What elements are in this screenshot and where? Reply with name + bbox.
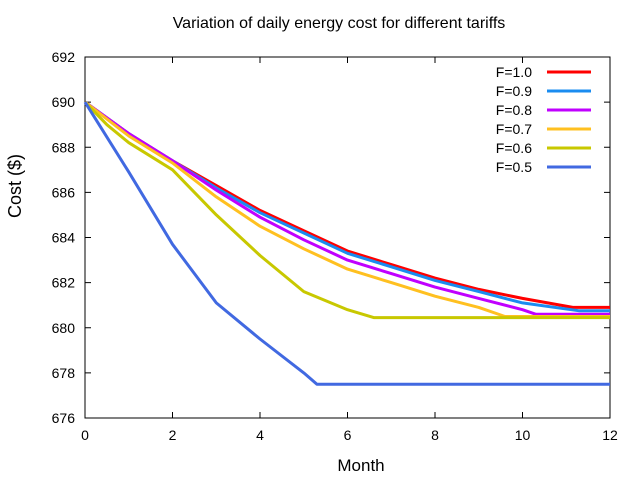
y-tick-label: 676 <box>52 410 76 426</box>
x-tick-label: 8 <box>431 427 439 443</box>
series-line-F=0.7 <box>84 100 610 318</box>
y-tick-label: 686 <box>52 184 76 200</box>
series-line-F=0.6 <box>83 101 610 320</box>
legend-label: F=0.8 <box>496 102 532 118</box>
y-axis-label: Cost ($) <box>5 154 25 218</box>
y-tick-label: 682 <box>52 275 76 291</box>
x-tick-label: 4 <box>256 427 264 443</box>
x-tick-label: 6 <box>344 427 352 443</box>
y-tick-label: 692 <box>52 49 76 65</box>
series-line-F=0.8 <box>84 100 610 316</box>
legend-label: F=0.7 <box>496 121 532 137</box>
y-tick-label: 684 <box>52 230 76 246</box>
y-tick-label: 690 <box>52 94 76 110</box>
legend-label: F=0.5 <box>496 159 532 175</box>
legend-label: F=0.6 <box>496 140 532 156</box>
x-tick-label: 0 <box>81 427 89 443</box>
y-tick-label: 678 <box>52 365 76 381</box>
chart-title: Variation of daily energy cost for diffe… <box>173 15 506 32</box>
series-line-F=0.5 <box>83 101 610 386</box>
x-tick-label: 12 <box>602 427 618 443</box>
x-tick-label: 10 <box>515 427 531 443</box>
legend-label: F=1.0 <box>496 64 532 80</box>
legend-label: F=0.9 <box>496 83 532 99</box>
y-tick-label: 688 <box>52 139 76 155</box>
y-tick-label: 680 <box>52 320 76 336</box>
x-axis-label: Month <box>337 456 384 475</box>
x-tick-label: 2 <box>169 427 177 443</box>
